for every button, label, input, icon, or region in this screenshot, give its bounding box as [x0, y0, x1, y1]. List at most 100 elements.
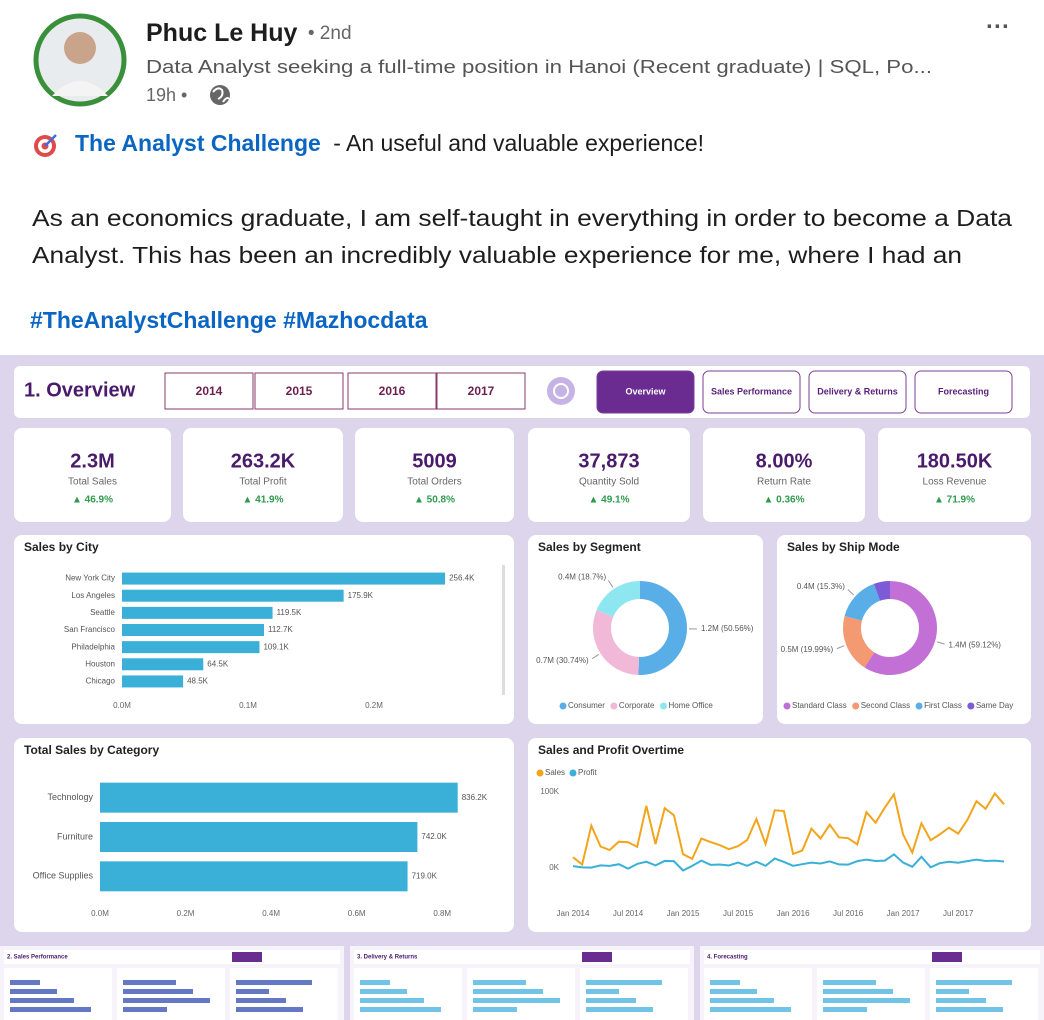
series-line: [572, 853, 1005, 872]
kpi-label: Return Rate: [757, 477, 811, 488]
thumbnail-bar: [823, 980, 876, 985]
donut-slice: [873, 581, 890, 601]
chart-title: Sales and Profit Overtime: [538, 743, 684, 757]
value-label: 719.0K: [412, 871, 438, 880]
nav-button[interactable]: [808, 370, 907, 414]
thumbnail-title: 3. Delivery & Returns: [357, 955, 418, 961]
nav-label: Sales Performance: [711, 386, 792, 396]
kpi-card: [878, 428, 1031, 522]
x-tick-label: 0.0M: [91, 909, 109, 918]
author-line: Phuc Le Huy • 2nd: [146, 19, 352, 47]
value-label: 48.5K: [187, 677, 209, 686]
kpi-label: Total Profit: [239, 477, 286, 488]
post-time: 19h •: [146, 85, 187, 105]
y-tick-label: 100K: [540, 787, 559, 796]
kpi-value: 37,873: [578, 450, 639, 472]
thumbnail-bar: [360, 989, 407, 994]
value-label: 836.2K: [462, 793, 488, 802]
post-title: The Analyst Challenge - An useful and va…: [75, 130, 704, 156]
thumbnail-bar: [473, 980, 526, 985]
year-button[interactable]: [164, 372, 254, 410]
kpi-value: 263.2K: [231, 450, 296, 472]
kpi-value: 180.50K: [917, 450, 993, 472]
x-tick-label: 0.2M: [177, 909, 195, 918]
y-tick-label: 0K: [549, 863, 559, 872]
value-label: 112.7K: [268, 625, 293, 634]
thumbnail-bar: [123, 980, 176, 985]
thumbnail-bar: [473, 989, 543, 994]
thumbnail-bar: [473, 1007, 517, 1012]
year-button[interactable]: [347, 372, 437, 410]
legend-swatch: [536, 769, 544, 777]
nav-label: Forecasting: [938, 386, 989, 396]
headline: Data Analyst seeking a full-time positio…: [146, 57, 932, 77]
thumbnail-bar: [10, 998, 74, 1003]
kpi-value: 8.00%: [756, 450, 813, 472]
donut-slice: [638, 581, 688, 675]
category-label: Chicago: [86, 677, 116, 686]
kpi-label: Total Sales: [68, 477, 117, 488]
thumbnail-bar: [710, 980, 740, 985]
legend-swatch: [915, 702, 923, 710]
x-tick-label: 0.8M: [433, 909, 451, 918]
reset-icon[interactable]: [547, 377, 575, 405]
x-tick-label: Jul 2015: [723, 909, 754, 918]
nav-button[interactable]: [702, 370, 801, 414]
category-label: Furniture: [57, 831, 93, 841]
thumbnail-header: [704, 950, 1040, 964]
kpi-label: Quantity Sold: [579, 477, 639, 488]
thumbnail-bar: [360, 1007, 441, 1012]
x-tick-label: 0.4M: [262, 909, 280, 918]
thumbnail-bar: [936, 998, 986, 1003]
legend-swatch: [610, 702, 618, 710]
donut-slice: [842, 615, 875, 668]
nav-button[interactable]: [914, 370, 1013, 414]
donut-slice: [844, 583, 881, 621]
author-name[interactable]: Phuc Le Huy: [146, 19, 298, 47]
nav-button[interactable]: [596, 370, 695, 414]
category-label: Technology: [47, 792, 93, 802]
slice-label: 0.5M (19.99%): [781, 645, 834, 654]
x-tick-label: 0.0M: [113, 701, 131, 710]
year-label: 2014: [196, 384, 223, 398]
bar: [122, 675, 184, 688]
series-line: [572, 791, 1005, 867]
body-line: Analyst. This has been an incredibly val…: [32, 242, 962, 268]
bar: [122, 624, 265, 636]
nav-label: Overview: [625, 386, 666, 396]
chart-title: Total Sales by Category: [24, 743, 159, 757]
donut-slice: [596, 581, 640, 617]
value-label: 119.5K: [277, 608, 302, 617]
globe-icon: [210, 85, 230, 105]
chart-panel: [777, 535, 1031, 724]
thumbnail-bar: [710, 1007, 791, 1012]
thumbnail-title: 2. Sales Performance: [7, 955, 68, 961]
thumbnail-bar: [360, 980, 390, 985]
thumbnail-bar: [823, 998, 910, 1003]
leader-line: [836, 645, 845, 650]
nav-label: Delivery & Returns: [817, 386, 898, 396]
legend-label: First Class: [924, 701, 962, 710]
thumbnail-bar: [236, 998, 286, 1003]
reset-icon-inner: [553, 383, 569, 399]
slice-label: 0.4M (18.7%): [558, 572, 606, 581]
x-tick-label: 0.6M: [348, 909, 366, 918]
chart-title: Sales by Segment: [538, 540, 641, 554]
thumbnail-bar: [710, 998, 774, 1003]
legend-label: Consumer: [568, 701, 605, 710]
category-label: Philadelphia: [71, 642, 115, 651]
kpi-value: 5009: [412, 450, 457, 472]
hashtags[interactable]: #TheAnalystChallenge #Mazhocdata: [30, 307, 428, 333]
more-menu[interactable]: ···: [986, 13, 1010, 40]
year-label: 2015: [286, 384, 313, 398]
thumbnail-bar: [710, 989, 757, 994]
year-button[interactable]: [254, 372, 344, 410]
dashboard: 1. Overview 2014 2015 2016 2017 Overview Sales…: [0, 366, 1044, 1020]
leader-line: [591, 654, 600, 660]
x-tick-label: 0.2M: [365, 701, 383, 710]
year-button[interactable]: [436, 372, 526, 410]
chart-panel: [528, 535, 763, 724]
challenge-link[interactable]: The Analyst Challenge: [75, 130, 321, 156]
bar: [100, 861, 408, 892]
value-label: 256.4K: [449, 574, 475, 583]
